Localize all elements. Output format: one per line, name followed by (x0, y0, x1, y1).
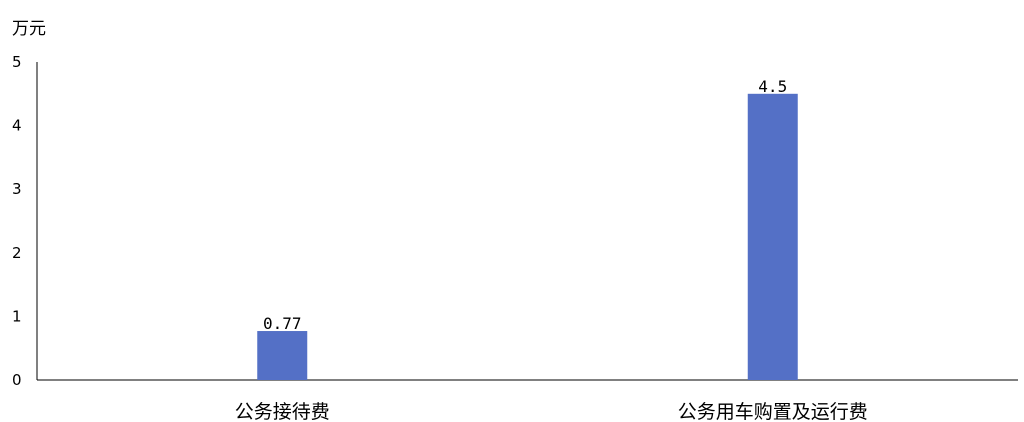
y-tick-label: 2 (12, 244, 22, 262)
y-tick-label: 4 (12, 117, 22, 135)
bar (257, 331, 308, 380)
data-labels: 0.77 4.5 (263, 77, 787, 333)
category-label: 公务用车购置及运行费 (678, 401, 868, 422)
y-ticks: 0 1 2 3 4 5 (12, 53, 22, 389)
category-label: 公务接待费 (235, 401, 330, 422)
bar-value-label: 4.5 (758, 77, 787, 96)
y-unit-label: 万元 (12, 19, 46, 39)
category-labels: 公务接待费 公务用车购置及运行费 (235, 401, 868, 422)
y-tick-label: 3 (12, 180, 22, 198)
y-tick-label: 1 (12, 307, 22, 325)
bar-value-label: 0.77 (263, 314, 302, 333)
bar (747, 93, 798, 381)
y-tick-label: 0 (12, 371, 22, 389)
y-tick-label: 5 (12, 53, 22, 71)
bars (257, 93, 798, 381)
